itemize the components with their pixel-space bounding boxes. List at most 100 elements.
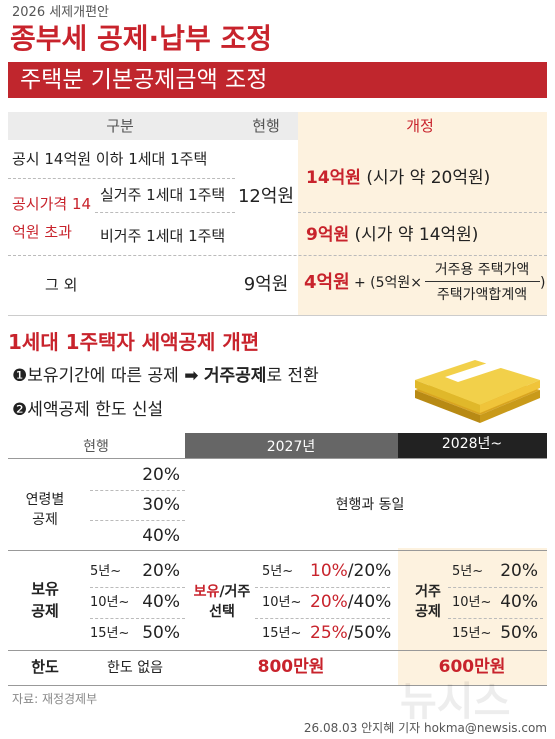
value: 600만원	[438, 657, 506, 677]
section-title: 1세대 1주택자 세액공제 개편	[8, 330, 260, 354]
row-label: 연령별 공제	[25, 492, 65, 528]
rule	[8, 458, 547, 459]
col-header: 개정	[406, 117, 434, 135]
rule	[8, 315, 547, 316]
value: 50%	[142, 623, 180, 643]
header-bg	[185, 433, 398, 458]
row-label: 거주 공제	[415, 584, 441, 620]
value: 25%/50%	[310, 625, 391, 642]
row-label: 보유 공제	[31, 580, 59, 620]
amount: 14억원	[306, 168, 361, 188]
text: /40%	[347, 592, 392, 612]
revised-value: 9억원 (시가 약 14억원)	[306, 227, 478, 244]
text: /거주 선택	[209, 584, 251, 620]
arrow: ➡	[184, 366, 199, 386]
text: 보유기간에 따른 공제	[27, 366, 179, 386]
amount: 9억원	[306, 225, 350, 245]
separator	[255, 587, 390, 588]
same: 현행과 동일	[335, 497, 405, 513]
text: 20%	[310, 592, 348, 612]
number: ❷	[12, 400, 28, 420]
text: 세액공제 한도 신설	[27, 400, 164, 420]
point: ❶보유기간에 따른 공제 ➡ 거주공제로 전환	[12, 368, 319, 385]
value: 40%	[500, 592, 538, 612]
rule	[8, 550, 547, 551]
note: (시가 약 14억원)	[354, 225, 479, 245]
separator	[448, 618, 543, 619]
col-bg	[398, 548, 547, 685]
period: 5년~	[262, 564, 294, 579]
separator	[90, 520, 185, 521]
row-label: 보유/거주 선택	[187, 582, 257, 622]
number: ❶	[12, 366, 28, 386]
row-label: 비거주 1세대 1주택	[100, 227, 226, 245]
value: 30%	[142, 495, 180, 515]
formula: )	[540, 275, 546, 291]
value: 한도 없음	[107, 660, 163, 676]
section-title: 주택분 기본공제금액 조정	[20, 67, 268, 93]
fraction-line	[425, 281, 540, 282]
col-header: 구분	[106, 117, 134, 135]
value: 50%	[500, 623, 538, 643]
col-header: 현행	[83, 439, 109, 455]
source: 자료: 재정경제부	[12, 692, 98, 706]
text: 25%	[310, 623, 348, 643]
value: 40%	[142, 592, 180, 612]
value: 20%	[500, 561, 538, 581]
amount: 4억원	[304, 272, 350, 293]
period: 5년~	[90, 564, 122, 579]
text: 10%	[310, 561, 348, 581]
separator	[90, 618, 185, 619]
row-label: 그 외	[45, 276, 78, 294]
value: 20%/40%	[310, 594, 391, 611]
value: 40%	[142, 526, 180, 546]
value: 20%	[142, 561, 180, 581]
numerator: 거주용 주택가액	[434, 262, 530, 278]
period: 5년~	[452, 564, 484, 579]
period: 10년~	[90, 595, 130, 610]
separator	[298, 212, 547, 213]
col-header: 2028년~	[441, 436, 503, 452]
rule	[8, 685, 547, 686]
section-bar	[8, 62, 547, 98]
formula: + (5억원×	[354, 275, 423, 291]
col-header: 현행	[252, 117, 280, 135]
separator	[8, 178, 235, 179]
row-label: 실거주 1세대 1주택	[100, 186, 226, 204]
period: 10년~	[452, 595, 492, 610]
current-value: 12억원	[237, 186, 295, 207]
row-label: 공시 14억원 이하 1세대 1주택	[12, 150, 208, 168]
separator	[90, 490, 185, 491]
text: 로 전환	[266, 366, 319, 386]
note: (시가 약 20억원)	[366, 168, 491, 188]
separator	[95, 212, 235, 213]
revised-value: 14억원 (시가 약 20억원)	[306, 170, 490, 187]
separator	[448, 587, 543, 588]
text: 거주공제	[203, 366, 267, 386]
text: /50%	[347, 623, 392, 643]
title: 종부세 공제·납부 조정	[10, 22, 272, 55]
period: 15년~	[262, 626, 302, 641]
credit: 26.08.03 안지혜 기자 hokma@newsis.com	[303, 721, 547, 735]
money-icon	[415, 359, 540, 423]
watermark: 뉴시스	[400, 679, 511, 725]
header-bg	[398, 433, 547, 458]
group-label: 공시가격 14억원 초과	[12, 195, 92, 241]
value: 10%/20%	[310, 563, 391, 580]
separator	[90, 587, 185, 588]
rule	[8, 650, 547, 651]
period: 15년~	[452, 626, 492, 641]
text: /20%	[347, 561, 392, 581]
kicker: 2026 세제개편안	[12, 5, 110, 20]
current-value: 9억원	[243, 274, 289, 295]
denominator: 주택가액합계액	[436, 287, 528, 303]
period: 10년~	[262, 595, 302, 610]
period: 15년~	[90, 626, 130, 641]
col-header: 2027년	[266, 439, 316, 455]
separator	[255, 618, 390, 619]
point: ❷세액공제 한도 신설	[12, 402, 163, 419]
row-label: 한도	[31, 658, 59, 676]
value: 20%	[142, 465, 180, 485]
separator	[8, 255, 547, 256]
